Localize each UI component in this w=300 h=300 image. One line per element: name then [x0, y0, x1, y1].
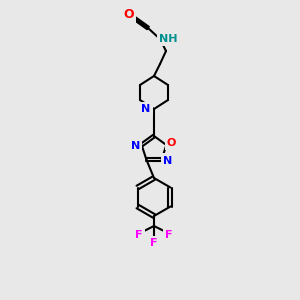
Text: O: O [124, 8, 134, 22]
Text: F: F [150, 238, 158, 248]
Text: N: N [163, 155, 172, 166]
Text: N: N [131, 141, 140, 151]
Text: O: O [167, 138, 176, 148]
Text: N: N [141, 104, 151, 114]
Text: F: F [165, 230, 173, 240]
Text: F: F [135, 230, 143, 240]
Text: NH: NH [159, 34, 177, 44]
